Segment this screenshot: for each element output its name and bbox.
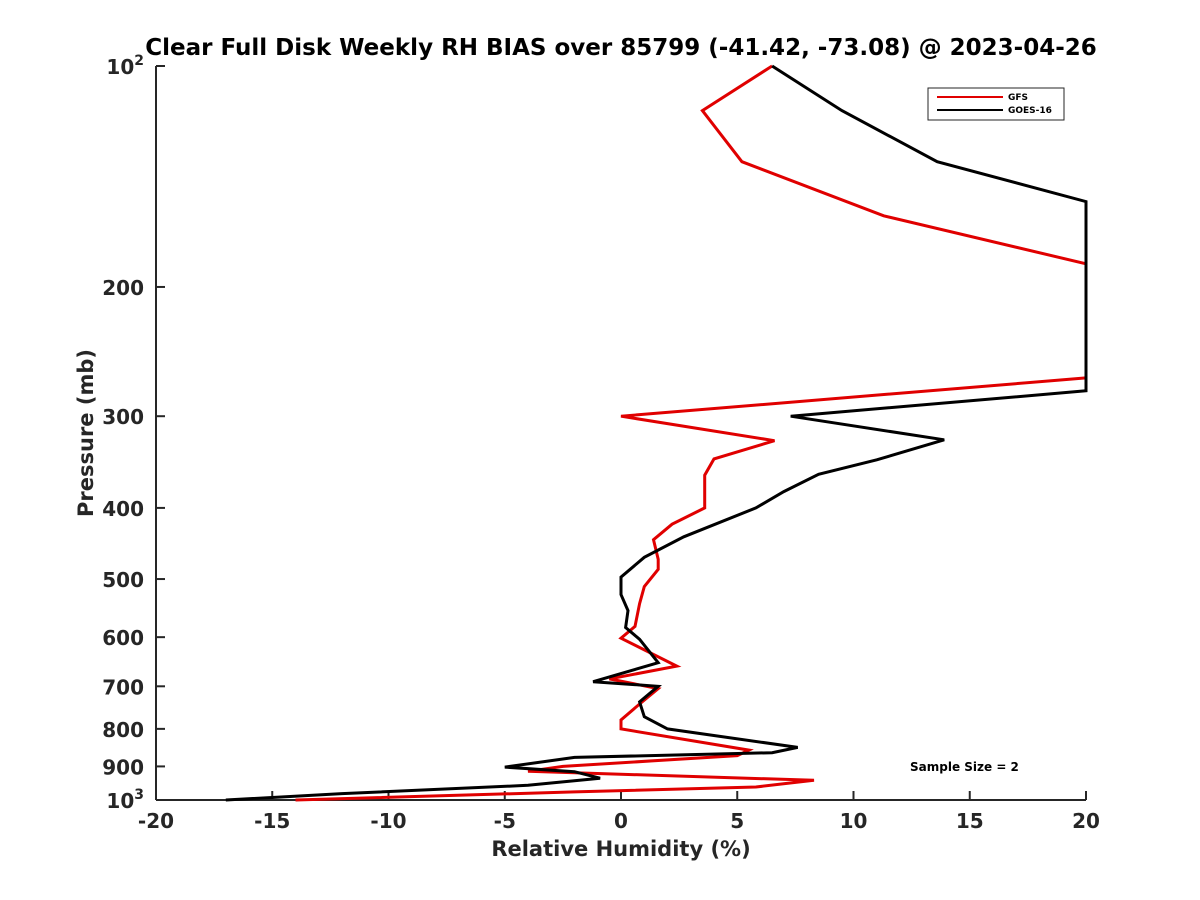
y-tick-label: 200: [102, 276, 144, 300]
sample-size-annotation: Sample Size = 2: [910, 760, 1019, 774]
y-tick-label: 700: [102, 675, 144, 699]
x-ticks: -20 -15 -10 -5 0 5 10 15 20: [138, 791, 1100, 833]
series-lines: [225, 64, 1088, 802]
x-tick-label: -5: [494, 809, 516, 833]
y-tick-label: 400: [102, 497, 144, 521]
axes: [155, 66, 1086, 801]
x-tick-label: 0: [614, 809, 628, 833]
y-tick-label: 103: [106, 787, 144, 813]
x-tick-label: 10: [840, 809, 868, 833]
legend-box: [927, 87, 1065, 121]
x-axis-label: Relative Humidity (%): [491, 837, 750, 861]
x-tick-label: 15: [956, 809, 984, 833]
y-tick-label: 900: [102, 755, 144, 779]
legend: GFS GOES-16: [927, 87, 1065, 121]
y-tick-label: 300: [102, 405, 144, 429]
y-tick-label: 500: [102, 568, 144, 592]
y-ticks: 102 200 300 400 500 600 700 800 900 103: [102, 53, 165, 813]
legend-entry-gfs: GFS: [1008, 93, 1028, 103]
series-line-gfs: [295, 64, 1088, 802]
x-tick-label: -10: [370, 809, 406, 833]
x-tick-label: 5: [730, 809, 744, 833]
y-tick-label: 102: [106, 53, 144, 79]
y-tick-label: 600: [102, 626, 144, 650]
y-tick-label: 800: [102, 718, 144, 742]
y-axis-label: Pressure (mb): [74, 349, 98, 517]
x-tick-label: 20: [1072, 809, 1100, 833]
chart-title: Clear Full Disk Weekly RH BIAS over 8579…: [145, 35, 1097, 61]
legend-entry-goes16: GOES-16: [1008, 106, 1052, 116]
x-tick-label: -15: [254, 809, 290, 833]
x-tick-label: -20: [138, 809, 174, 833]
series-line-goes16: [225, 64, 1088, 802]
